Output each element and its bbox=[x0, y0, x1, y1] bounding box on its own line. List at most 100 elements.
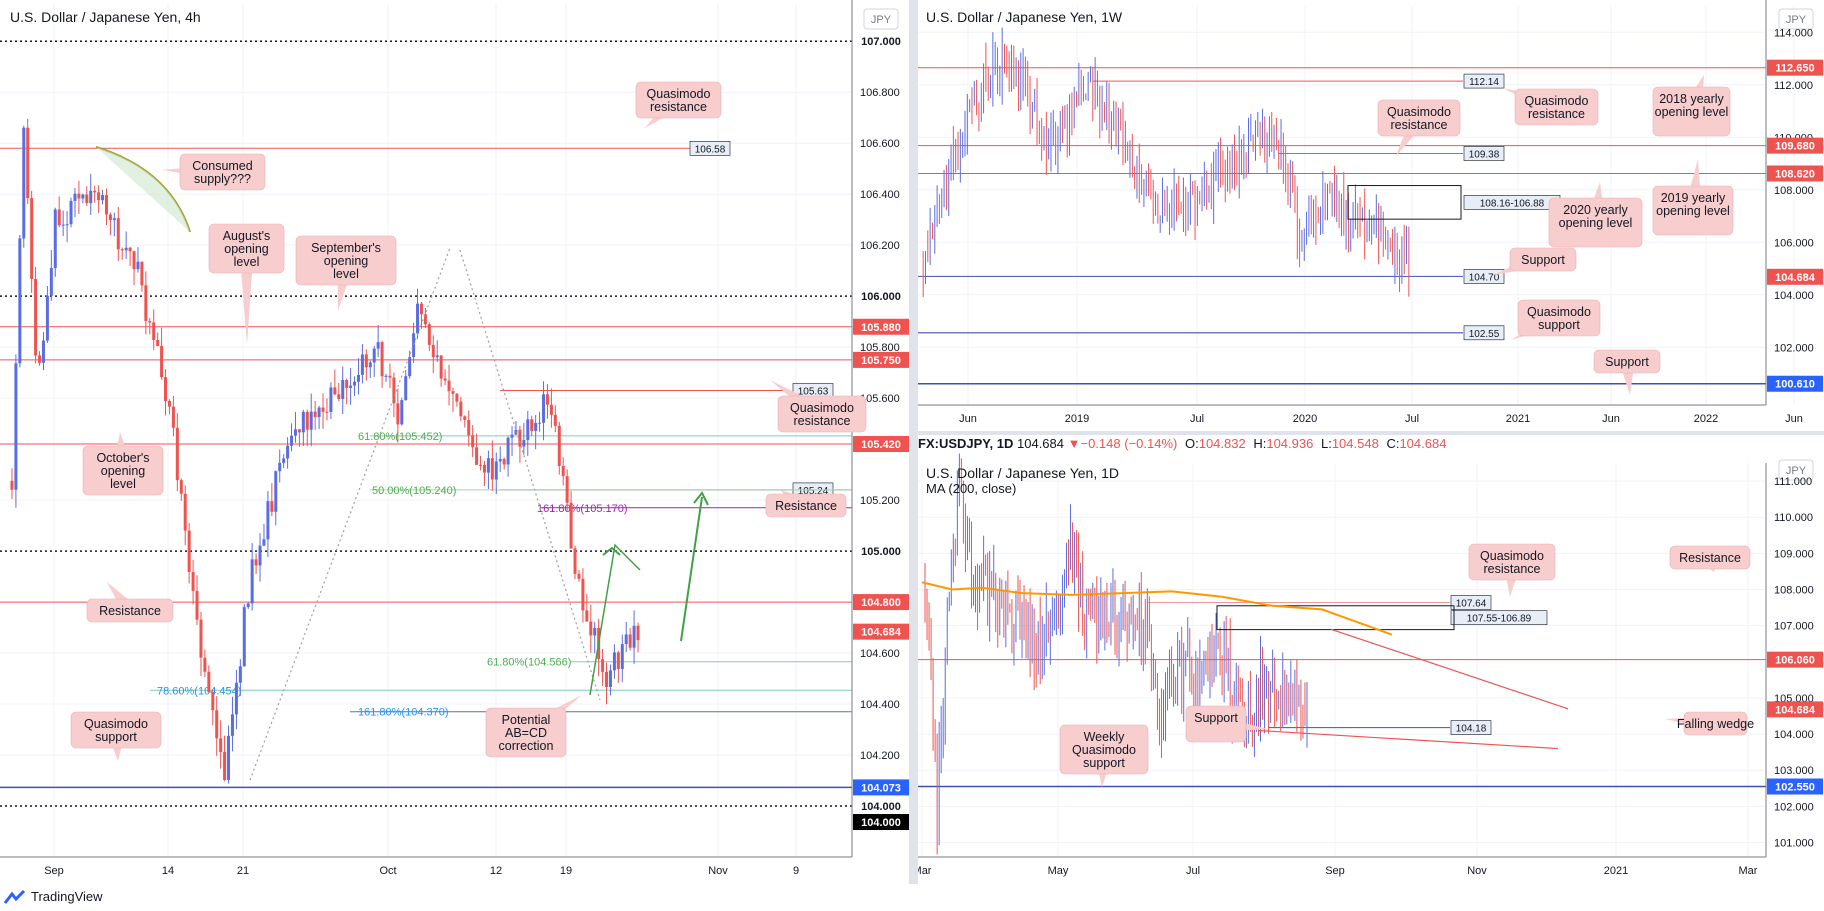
y-tick-label: 104.600 bbox=[860, 648, 900, 660]
annotations: Quasimodo resistance Quasimodo resistance 20… bbox=[1377, 75, 1734, 395]
levels: 112.14 109.38 108.16-106.88 104.70 102.55 bbox=[918, 67, 1766, 385]
candle-body bbox=[380, 342, 384, 377]
chart-4h[interactable]: 106.58 105.63 105.24 61.80%(105.452) 50.00%… bbox=[0, 0, 909, 884]
candle-body bbox=[305, 411, 309, 430]
x-tick-label: 2019 bbox=[1065, 413, 1089, 425]
callout-pointer bbox=[240, 264, 253, 345]
candle-body bbox=[447, 380, 451, 392]
candle-body bbox=[317, 407, 321, 418]
candle-body bbox=[349, 385, 353, 388]
time-axis[interactable]: Sep 14 21 Oct 12 19 Nov 9 bbox=[44, 865, 799, 877]
candle-body bbox=[620, 644, 624, 670]
candle-body bbox=[435, 355, 439, 358]
candle-body bbox=[104, 195, 108, 215]
callout-box bbox=[1468, 543, 1556, 581]
last-price: 104.684 bbox=[1017, 436, 1064, 451]
panel-divider-vertical[interactable] bbox=[909, 0, 918, 884]
candle-body bbox=[329, 387, 333, 412]
callout-pointer bbox=[1621, 368, 1634, 395]
y-tick-label: 105.600 bbox=[860, 393, 900, 405]
arrow-head-icon bbox=[602, 546, 621, 556]
callout-box bbox=[765, 493, 847, 518]
candle-body bbox=[144, 285, 148, 322]
candle-body bbox=[262, 539, 266, 546]
price-tag bbox=[1767, 137, 1823, 154]
candle-body bbox=[624, 634, 628, 645]
chart-1w[interactable]: 112.14 109.38 108.16-106.88 104.70 102.55 U.… bbox=[918, 0, 1824, 431]
candle-body bbox=[297, 429, 301, 433]
candle-body bbox=[577, 573, 581, 579]
high-value: 104.936 bbox=[1266, 436, 1314, 451]
candle-body bbox=[368, 362, 372, 368]
candle-body bbox=[120, 249, 124, 251]
tradingview-brand[interactable]: TradingView bbox=[4, 889, 103, 904]
level-value-tag bbox=[1450, 610, 1548, 626]
currency-badge[interactable] bbox=[1778, 8, 1814, 30]
abcd-dashed bbox=[459, 249, 601, 701]
price-tag-label: 104.073 bbox=[861, 782, 901, 794]
candle-body bbox=[254, 559, 258, 566]
candle-body bbox=[490, 458, 494, 480]
candle-body bbox=[553, 414, 557, 426]
y-tick-label: 111.000 bbox=[1774, 476, 1812, 488]
callout-box bbox=[1669, 545, 1751, 570]
panel-divider-horizontal[interactable] bbox=[918, 431, 1824, 435]
candle-body bbox=[41, 340, 45, 363]
price-tag-label: 104.800 bbox=[861, 597, 901, 609]
candle-body bbox=[57, 209, 61, 226]
candle-body bbox=[69, 200, 73, 225]
candle-body bbox=[518, 429, 522, 447]
time-axis[interactable]: Mar May Jul Sep Nov 2021 Mar bbox=[918, 865, 1758, 877]
callout-text: Support bbox=[1605, 355, 1649, 369]
candle-body bbox=[286, 445, 290, 459]
indicator-label[interactable]: MA (200, close) bbox=[926, 481, 1016, 496]
level-value-label: 104.70 bbox=[1469, 272, 1500, 283]
x-tick-label: Jun bbox=[1602, 413, 1620, 425]
fib-levels: 61.80%(105.452) 50.00%(105.240) 161.80%(10… bbox=[150, 431, 852, 719]
candle-body bbox=[116, 218, 120, 250]
candle-body bbox=[372, 348, 376, 363]
callout-box bbox=[1652, 185, 1734, 236]
price-tag-label: 104.684 bbox=[1775, 272, 1816, 284]
callout-box bbox=[1059, 724, 1149, 775]
candle-body bbox=[479, 464, 483, 466]
callout-box bbox=[1652, 86, 1731, 137]
annotations: Quasimodo resistance Consumed supply??? Augu… bbox=[70, 81, 867, 761]
open-label: O: bbox=[1184, 436, 1199, 451]
price-tags: 106.060 104.684 102.550 bbox=[1767, 651, 1823, 795]
callout-text: Falling wedge bbox=[1677, 717, 1754, 731]
candle-body bbox=[30, 198, 34, 279]
candle-body bbox=[191, 572, 195, 591]
fib-level-label: 161.80%(105.170) bbox=[537, 503, 628, 515]
candle-body bbox=[463, 416, 467, 420]
chart-1d[interactable]: 107.64 107.55-106.89 104.18 U.S. Dollar / … bbox=[918, 435, 1824, 884]
candle-body bbox=[439, 355, 443, 379]
fib-level-label: 61.80%(104.566) bbox=[487, 657, 571, 669]
symbol-label[interactable]: FX:USDJPY, 1D bbox=[918, 436, 1014, 451]
candle-body bbox=[431, 344, 435, 358]
candle-body bbox=[270, 501, 274, 512]
currency-label: JPY bbox=[1786, 14, 1807, 26]
currency-badge[interactable] bbox=[1778, 459, 1814, 481]
candle-body bbox=[498, 458, 502, 462]
currency-badge[interactable] bbox=[863, 8, 899, 30]
candle-body bbox=[211, 692, 215, 711]
candle-body bbox=[136, 261, 140, 270]
currency-label: JPY bbox=[871, 14, 892, 26]
price-tags: 107.000 106.000 105.880 105.750 105.420 105.0… bbox=[853, 33, 909, 831]
candle-body bbox=[128, 247, 132, 252]
fib-level-label: 78.60%(104.454) bbox=[157, 685, 241, 697]
level-value-tag bbox=[1463, 269, 1505, 284]
time-axis[interactable]: Jun 2019 Jul 2020 Jul 2021 Jun 2022 Jun bbox=[959, 413, 1803, 425]
price-tags: 112.650 109.680 108.620 104.684 100.610 bbox=[1767, 59, 1823, 392]
price-tag bbox=[853, 814, 909, 831]
callout-text: Quasimodo resistance bbox=[647, 87, 711, 114]
y-tick-label: 105.800 bbox=[860, 342, 900, 354]
change-down-icon: ▼ bbox=[1067, 436, 1081, 451]
levels: 107.64 107.55-106.89 104.18 bbox=[918, 595, 1766, 788]
callout-box bbox=[295, 235, 397, 286]
x-tick-label: 14 bbox=[162, 865, 174, 877]
y-tick-label: 112.000 bbox=[1774, 80, 1813, 92]
candle-body bbox=[321, 407, 325, 412]
candle-body bbox=[404, 376, 408, 401]
